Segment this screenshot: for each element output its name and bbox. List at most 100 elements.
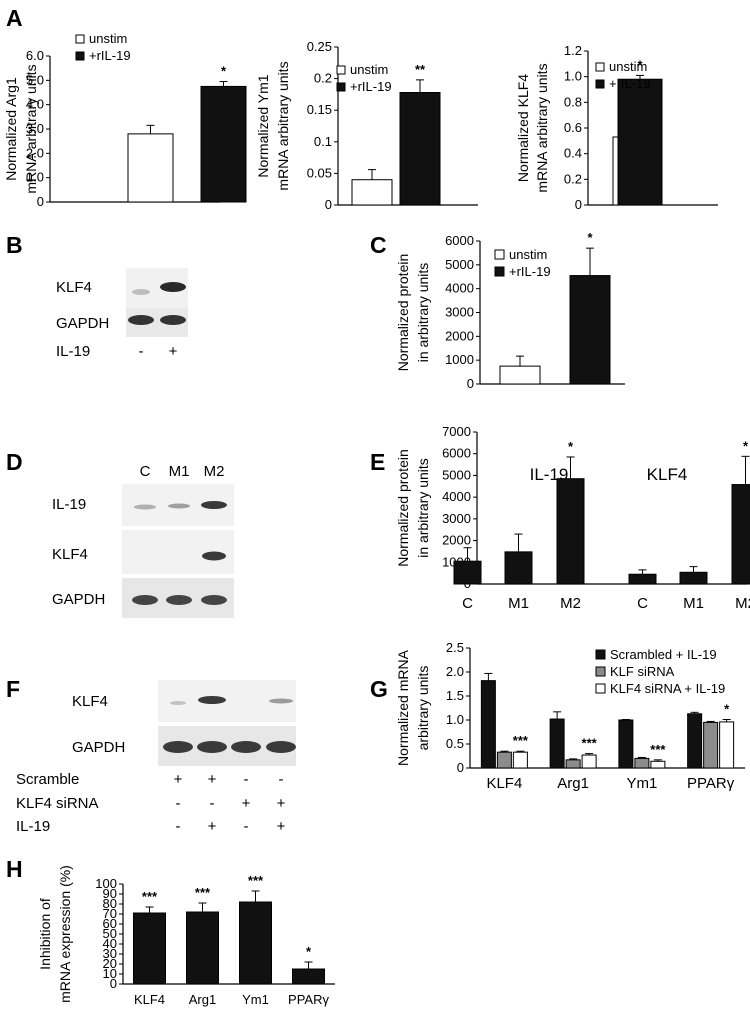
bar [549, 718, 565, 769]
y-tick-label: 2.0 [446, 664, 464, 679]
y-axis-label: in arbitrary units [415, 263, 431, 363]
y-tick-label: 0.25 [307, 39, 332, 54]
x-category-label: C [462, 595, 473, 612]
blot-f-klf4-band [170, 701, 186, 705]
y-tick-label: 0 [37, 194, 44, 209]
bar [496, 751, 512, 769]
significance-marker: * [637, 57, 643, 72]
blot-f-sign: + [277, 795, 286, 812]
x-category-label: KLF4 [486, 775, 522, 792]
bar [399, 92, 441, 206]
chart-e: 01000200030004000500060007000Normalized … [395, 424, 750, 612]
significance-marker: *** [582, 736, 598, 751]
y-tick-label: 90 [103, 886, 117, 901]
y-tick-label: 0 [110, 976, 117, 991]
y-tick-label: 0.2 [564, 171, 582, 186]
blot-f-klf4-band [198, 696, 226, 704]
blot-f-gapdh-band [231, 741, 261, 753]
y-tick-label: 6000 [445, 233, 474, 248]
legend-label: unstim [509, 247, 547, 262]
blot-f-sign: + [242, 795, 251, 812]
bar [292, 968, 325, 985]
legend-label: +rIL-19 [350, 79, 392, 94]
bar [200, 85, 247, 203]
blot-f-sign: - [176, 795, 181, 812]
y-tick-label: 3.0 [26, 121, 44, 136]
bar [186, 911, 219, 985]
blot-b-gapdh-band [128, 315, 154, 325]
blot-d-klf4-band [202, 551, 226, 561]
y-tick-label: 0.2 [314, 71, 332, 86]
blot-f-sign: - [244, 771, 249, 788]
significance-marker: *** [195, 885, 211, 900]
y-tick-label: 2000 [445, 328, 474, 343]
y-axis-label: mRNA arbitrary units [275, 61, 291, 190]
y-tick-label: 1.0 [564, 69, 582, 84]
blot-b-lane-sign: + [169, 343, 178, 360]
bar [679, 571, 708, 585]
x-category-label: PPARγ [687, 775, 735, 792]
y-tick-label: 1.0 [446, 712, 464, 727]
y-tick-label: 0.6 [564, 120, 582, 135]
y-tick-label: 20 [103, 956, 117, 971]
legend-swatch [595, 666, 606, 677]
legend-label: unstim [609, 59, 647, 74]
blot-f-sign: - [176, 818, 181, 835]
y-tick-label: 30 [103, 946, 117, 961]
blot-f-condition-label: IL-19 [16, 818, 50, 835]
chart-c: 0 1000 2000 3000 4000 5000 6000 Normalized prot… [395, 230, 625, 391]
y-axis-label: in arbitrary units [415, 458, 431, 558]
y-tick-label: 40 [103, 936, 117, 951]
legend-swatch [75, 34, 85, 44]
chart-a1: 0 1.0 2.0 3.0 4.0 5.0 6.0 Normalized Arg1 mRNA a… [3, 31, 247, 209]
legend-swatch [336, 82, 346, 92]
legend-swatch [595, 79, 605, 89]
x-category-label: Ym1 [626, 775, 657, 792]
y-axis-label: mRNA expression (%) [57, 865, 73, 1003]
x-category-label: C [637, 595, 648, 612]
blot-d-il19-band [168, 503, 190, 509]
y-axis-label: Inhibition of [37, 898, 53, 970]
chart-a2: 0 0.05 0.1 0.15 0.2 0.25 Normalized Ym1 mRNA ar… [255, 39, 478, 212]
y-tick-label: 3000 [445, 305, 474, 320]
blot-f-gapdh-band [197, 741, 227, 753]
blot-d-lane-label: C [140, 463, 151, 480]
y-tick-label: 60 [103, 916, 117, 931]
blot-d-row-label: GAPDH [52, 591, 105, 608]
blot-d-row-label: IL-19 [52, 496, 86, 513]
y-tick-label: 50 [103, 926, 117, 941]
blot-f-sign-grid: + + - - - - + + - + - + [174, 771, 286, 835]
bar [499, 365, 541, 385]
blot-b-row-label: KLF4 [56, 279, 92, 296]
y-tick-label: 0 [467, 376, 474, 391]
blot-f-sign: - [279, 771, 284, 788]
x-category-label: M2 [735, 595, 750, 612]
blot-f-gapdh-band [163, 741, 193, 753]
bar [453, 560, 482, 585]
legend-swatch [75, 51, 85, 61]
legend-label: KLF siRNA [610, 664, 675, 679]
legend-label: +rIL-19 [509, 264, 551, 279]
significance-marker: *** [248, 873, 264, 888]
panel-label-b: B [6, 232, 23, 258]
blot-f-sign: + [208, 771, 217, 788]
y-tick-label: 1.2 [564, 43, 582, 58]
y-tick-label: 2000 [442, 533, 471, 548]
blot-d-il19-band [134, 504, 156, 510]
blot-d-gapdh-band [201, 595, 227, 605]
panel-label-h: H [6, 856, 23, 882]
legend-label: Scrambled + IL-19 [610, 647, 717, 662]
bar [239, 901, 272, 985]
blot-f-klf4-band [269, 698, 293, 704]
blot-f-sign: + [174, 771, 183, 788]
blot-d-il19-band [201, 501, 227, 509]
bar [650, 760, 666, 769]
bar [565, 759, 581, 769]
blot-b-gapdh-band [160, 315, 186, 325]
group-title: IL-19 [530, 465, 569, 484]
y-tick-label: 0 [575, 197, 582, 212]
panel-label-g: G [370, 676, 388, 702]
y-axis-label: Normalized Arg1 [3, 77, 19, 181]
